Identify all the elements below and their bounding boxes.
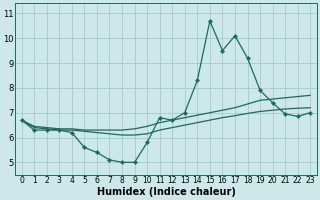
- X-axis label: Humidex (Indice chaleur): Humidex (Indice chaleur): [97, 187, 236, 197]
